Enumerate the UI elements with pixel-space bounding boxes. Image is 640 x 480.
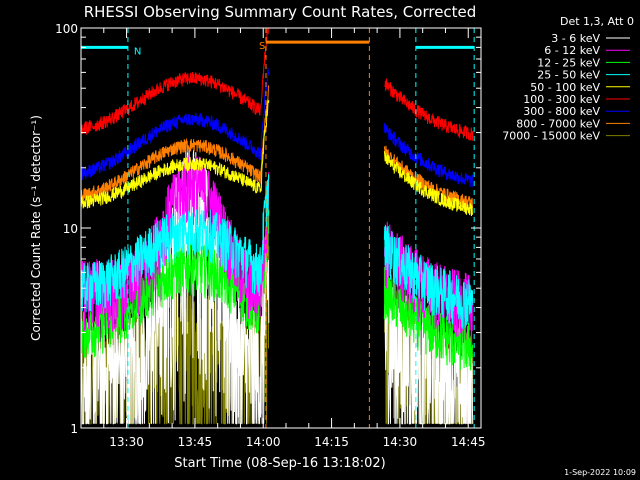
- y-axis: 1 10 100: [55, 22, 481, 436]
- legend-entry-5: 100 - 300 keV: [523, 93, 600, 106]
- legend-entry-1: 6 - 12 keV: [544, 44, 600, 57]
- chart-title: RHESSI Observing Summary Count Rates, Co…: [84, 3, 477, 21]
- x-tick-label-3: 14:15: [314, 435, 349, 449]
- legend-entry-4: 50 - 100 keV: [530, 81, 600, 94]
- flag-label-1: S: [259, 41, 265, 52]
- footer-date: 1-Sep-2022 10:09: [564, 468, 636, 477]
- series-line-4: [81, 99, 474, 217]
- legend-title: Det 1,3, Att 0: [560, 15, 634, 28]
- flag-label-0: N: [134, 46, 141, 57]
- x-tick-label-0: 13:30: [109, 435, 144, 449]
- series-line-5: [81, 28, 474, 142]
- x-axis: 13:30 13:45 14:00 14:15 14:30 14:45: [103, 28, 486, 449]
- series-line-6: [81, 67, 474, 188]
- legend-entry-3: 25 - 50 keV: [537, 69, 600, 82]
- x-axis-label: Start Time (08-Sep-16 13:18:02): [174, 456, 385, 471]
- x-tick-label-5: 14:45: [451, 435, 486, 449]
- x-tick-label-2: 14:00: [246, 435, 281, 449]
- y-tick-label-0: 1: [70, 422, 78, 436]
- legend-entry-2: 12 - 25 keV: [537, 56, 600, 69]
- x-tick-label-1: 13:45: [178, 435, 213, 449]
- x-tick-label-4: 14:30: [383, 435, 418, 449]
- legend-entry-8: 7000 - 15000 keV: [502, 130, 600, 143]
- legend-entry-7: 800 - 7000 keV: [516, 117, 600, 130]
- legend-entry-0: 3 - 6 keV: [551, 32, 600, 45]
- y-tick-label-2: 100: [55, 22, 78, 36]
- y-axis-label: Corrected Count Rate (s⁻¹ detector⁻¹): [29, 115, 43, 341]
- series-line-3: [81, 174, 474, 330]
- y-tick-label-1: 10: [63, 222, 78, 236]
- legend-entry-6: 300 - 800 keV: [523, 105, 600, 118]
